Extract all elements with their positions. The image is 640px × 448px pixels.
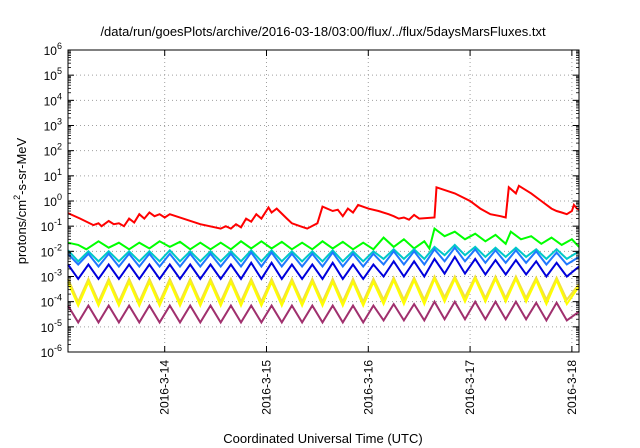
chart-title: /data/run/goesPlots/archive/2016-03-18/0…: [100, 24, 546, 39]
y-tick-label: 10-5: [41, 318, 62, 335]
y-tick-base: 10: [44, 145, 58, 159]
y-tick-exponent: -3: [54, 268, 62, 278]
y-tick-label: 104: [44, 91, 62, 108]
series-line-5: [67, 274, 580, 305]
y-tick-exponent: -5: [54, 318, 62, 328]
y-tick-label: 10-3: [41, 268, 62, 285]
y-axis-label: protons/cm2-s-sr-MeV: [12, 137, 29, 264]
series-line-2: [67, 243, 580, 263]
x-tick-label: 2016-3-18: [565, 360, 579, 415]
y-tick-exponent: 0: [57, 192, 62, 202]
y-tick-base: 10: [41, 271, 55, 285]
y-tick-label: 10-4: [41, 293, 62, 310]
y-tick-exponent: -1: [54, 217, 62, 227]
y-tick-exponent: 6: [57, 41, 62, 51]
series-line-1: [67, 226, 580, 251]
y-tick-base: 10: [41, 245, 55, 259]
y-tick-base: 10: [41, 321, 55, 335]
y-tick-exponent: 2: [57, 142, 62, 152]
y-tick-exponent: 4: [57, 91, 62, 101]
x-axis-label: Coordinated Universal Time (UTC): [223, 431, 422, 446]
series-line-7: [67, 299, 580, 325]
x-tick-label: 2016-3-16: [361, 360, 375, 415]
y-axis-label-exponent: 2: [12, 195, 22, 200]
grid-lines: [68, 50, 579, 352]
series-layer: [67, 184, 580, 325]
y-tick-label: 103: [44, 117, 62, 134]
y-tick-exponent: -6: [54, 343, 62, 353]
y-tick-base: 10: [41, 296, 55, 310]
y-tick-label: 102: [44, 142, 62, 159]
y-tick-label: 100: [44, 192, 62, 209]
x-tick-label: 2016-3-17: [463, 360, 477, 415]
y-tick-label: 105: [44, 66, 62, 83]
x-tick-label: 2016-3-14: [158, 360, 172, 415]
y-tick-exponent: 1: [57, 167, 62, 177]
y-tick-label: 10-1: [41, 217, 62, 234]
series-line-6: [67, 276, 580, 309]
y-tick-exponent: 5: [57, 66, 62, 76]
y-tick-base: 10: [44, 94, 58, 108]
y-tick-labels: 10-610-510-410-310-210-11001011021031041…: [41, 41, 62, 360]
y-tick-label: 10-2: [41, 242, 62, 259]
series-line-4: [67, 254, 580, 281]
y-tick-exponent: 3: [57, 117, 62, 127]
y-axis-label-rest: -s-sr-MeV: [14, 137, 29, 194]
y-tick-base: 10: [44, 120, 58, 134]
x-tick-label: 2016-3-15: [259, 360, 273, 415]
series-line-0: [67, 184, 580, 230]
y-tick-base: 10: [41, 220, 55, 234]
y-tick-base: 10: [44, 170, 58, 184]
y-axis-label-main: protons/cm: [14, 200, 29, 264]
x-tick-labels: 2016-3-14 2016-3-15 2016-3-16 2016-3-17 2016…: [158, 360, 579, 415]
y-tick-base: 10: [41, 346, 55, 360]
y-tick-base: 10: [44, 195, 58, 209]
y-tick-base: 10: [44, 69, 58, 83]
y-tick-exponent: -2: [54, 242, 62, 252]
y-tick-label: 101: [44, 167, 62, 184]
axis-ticks: [68, 49, 579, 353]
y-tick-label: 10-6: [41, 343, 62, 360]
y-tick-label: 106: [44, 41, 62, 58]
series-line-3: [67, 246, 580, 269]
y-tick-exponent: -4: [54, 293, 62, 303]
y-tick-base: 10: [44, 44, 58, 58]
